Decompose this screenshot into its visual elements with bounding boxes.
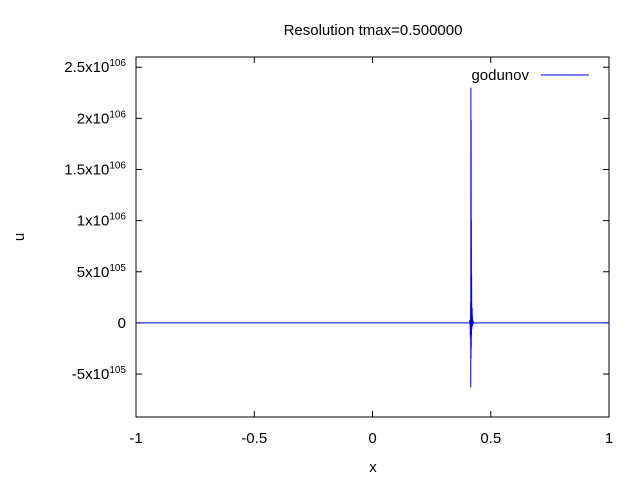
y-tick-label: -5x10105 [72,365,127,383]
x-tick-label: -1 [129,430,142,447]
x-tick-labels: -1 -0.5 0 0.5 1 [129,430,613,447]
plot-frame [135,56,610,418]
y-tick-labels: -5x10105 0 5x10105 1x10106 1.5x10106 2x10106 2… [64,58,126,383]
y-tick-label: 1x10106 [77,212,127,230]
x-tick-label: 0 [368,430,376,447]
y-tick-label: 5x10105 [77,263,127,281]
y-tick-label: 2.5x10106 [64,58,126,76]
x-tick-label: -0.5 [241,430,267,447]
series-layer [136,87,609,388]
x-tick-label: 1 [605,430,613,447]
y-tick-label: 0 [118,315,126,332]
chart-title: Resolution tmax=0.500000 [284,22,463,39]
x-tick-label: 0.5 [480,430,501,447]
axis-ticks [135,57,610,417]
y-tick-label: 1.5x10106 [64,161,126,179]
y-tick-label: 2x10106 [77,109,127,127]
series-line-godunov [136,87,609,388]
y-axis-label: u [11,233,28,241]
x-axis-label: x [369,459,377,476]
legend-label-godunov: godunov [471,67,529,84]
legend: godunov [471,67,589,84]
